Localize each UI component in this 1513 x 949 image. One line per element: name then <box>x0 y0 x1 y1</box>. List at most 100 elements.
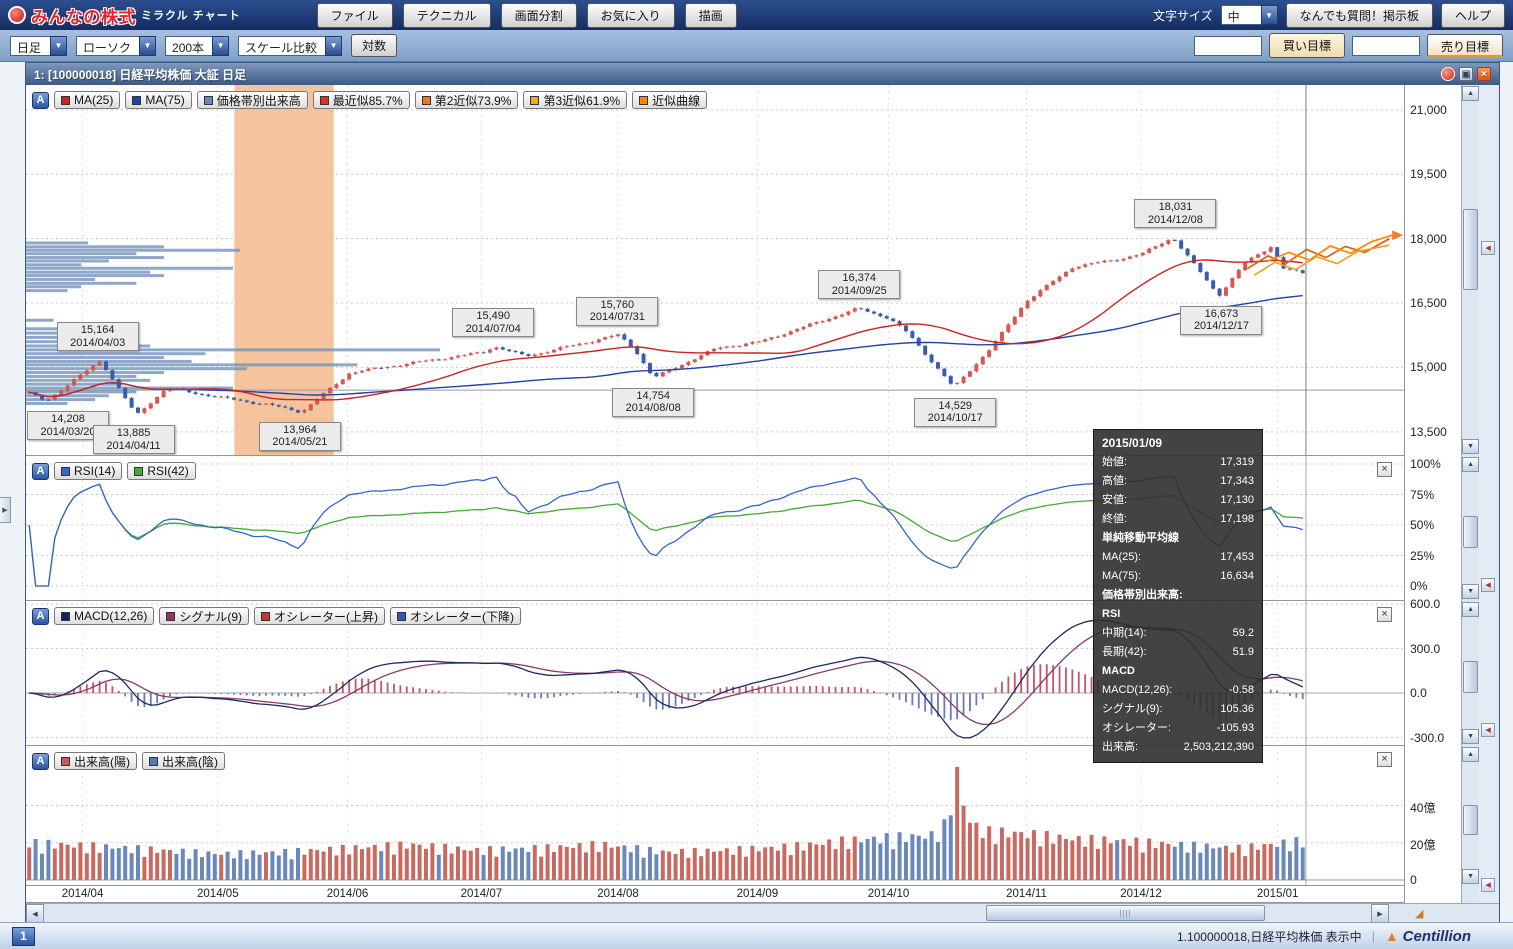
scroll-down-button[interactable]: ▼ <box>1462 869 1480 884</box>
legend-chip[interactable]: 価格帯別出来高 <box>196 91 308 109</box>
sidebar-expand-handle[interactable]: ▶ <box>0 497 11 523</box>
legend-chip[interactable]: 第3近似61.9% <box>523 91 628 109</box>
menu-split-button[interactable]: 画面分割 <box>500 2 577 28</box>
dropdown-arrow-icon[interactable]: ▼ <box>139 35 157 56</box>
scroll-up-button[interactable]: ▲ <box>1462 747 1480 762</box>
bar-count-dropdown[interactable]: 200本 ▼ <box>165 35 230 56</box>
scroll-up-button[interactable]: ▲ <box>1462 602 1480 617</box>
hscroll-track[interactable]: |||| <box>44 904 1371 923</box>
chart-style-icon[interactable] <box>1441 67 1455 81</box>
scroll-right-button[interactable]: ▶ <box>1371 904 1389 923</box>
sell-target-button[interactable]: 売り目標 <box>1426 33 1503 58</box>
close-icon[interactable]: × <box>1477 67 1491 81</box>
price-annotation: 15,164 2014/04/03 <box>56 322 139 352</box>
dropdown-arrow-icon[interactable]: ▼ <box>50 35 67 56</box>
dropdown-arrow-icon[interactable]: ▼ <box>1260 5 1278 25</box>
font-size-dropdown[interactable]: 中 ▼ <box>1220 5 1278 25</box>
annotation-price: 16,374 <box>842 272 877 285</box>
price-annotation: 14,529 2014/10/17 <box>914 397 997 427</box>
menu-technical-button[interactable]: テクニカル <box>402 2 491 28</box>
indicator-settings-button[interactable]: A <box>32 752 49 770</box>
tooltip-value: 59.2 <box>1232 627 1254 639</box>
rsi-chart-svg[interactable] <box>26 456 1405 600</box>
panel-collapse-icon[interactable]: ◀ <box>1481 241 1496 255</box>
y-axis-tick: 40億 <box>1410 800 1436 815</box>
help-button[interactable]: ヘルプ <box>1440 2 1505 28</box>
legend-chip[interactable]: MACD(12,26) <box>54 607 155 625</box>
scroll-up-button[interactable]: ▲ <box>1462 86 1480 101</box>
grip-icon: |||| <box>1119 908 1132 918</box>
log-scale-button[interactable]: 対数 <box>351 34 398 57</box>
scroll-down-button[interactable]: ▼ <box>1462 584 1480 599</box>
legend-label: オシレーター(上昇) <box>274 609 379 624</box>
scroll-thumb[interactable] <box>1463 208 1479 290</box>
panel-collapse-strip[interactable]: ◀ ◀ ◀ ◀ <box>1479 85 1499 903</box>
indicator-settings-button[interactable]: A <box>32 462 49 480</box>
close-panel-button[interactable]: × <box>1377 607 1393 622</box>
legend-chip[interactable]: 出来高(陰) <box>142 752 225 770</box>
period-dropdown[interactable]: 日足 ▼ <box>10 35 67 56</box>
legend-chip[interactable]: RSI(42) <box>127 462 196 480</box>
indicator-settings-button[interactable]: A <box>32 607 49 625</box>
qa-board-button[interactable]: なんでも質問！掲示板 <box>1285 2 1433 28</box>
chart-window-titlebar[interactable]: 1: [100000018] 日経平均株価 大証 日足 ▣ × <box>26 63 1499 85</box>
menu-draw-button[interactable]: 描画 <box>684 2 737 28</box>
close-panel-button[interactable]: × <box>1377 462 1393 477</box>
legend-chip[interactable]: 近似曲線 <box>632 91 708 109</box>
scroll-left-button[interactable]: ◀ <box>26 904 44 923</box>
x-axis-label: 2014/12 <box>1120 888 1162 900</box>
legend-chip[interactable]: MA(25) <box>54 91 121 109</box>
dropdown-value: スケール比較 <box>238 35 326 56</box>
scroll-down-button[interactable]: ▼ <box>1462 439 1480 454</box>
hscroll-thumb[interactable]: |||| <box>986 905 1265 921</box>
scroll-thumb[interactable] <box>1463 804 1479 836</box>
legend-chip[interactable]: 最近似85.7% <box>312 91 410 109</box>
menu-file-button[interactable]: ファイル <box>316 2 393 28</box>
tooltip-value: 16,634 <box>1220 570 1254 582</box>
annotation-price: 14,208 <box>51 413 85 426</box>
scroll-down-button[interactable]: ▼ <box>1462 729 1480 744</box>
legend-label: 第3近似61.9% <box>543 93 621 108</box>
x-axis-label: 2014/07 <box>460 888 503 900</box>
panel-collapse-icon[interactable]: ◀ <box>1481 578 1496 592</box>
panel-collapse-icon[interactable]: ◀ <box>1481 723 1496 737</box>
volume-panel[interactable]: A 出来高(陽) 出来高(陰) × <box>26 746 1405 886</box>
resize-icon[interactable]: ◢ <box>1415 908 1424 920</box>
y-axis-tick: 18,000 <box>1410 231 1447 246</box>
legend-chip[interactable]: シグナル(9) <box>159 607 250 625</box>
annotation-price: 15,164 <box>80 324 115 337</box>
close-panel-button[interactable]: × <box>1377 752 1393 767</box>
volume-chart-svg[interactable] <box>26 746 1405 885</box>
legend-chip[interactable]: オシレーター(下降) <box>390 607 522 625</box>
sell-target-input[interactable] <box>1351 35 1420 56</box>
buy-target-button[interactable]: 買い目標 <box>1268 33 1345 58</box>
tooltip-value: 17,198 <box>1220 513 1254 525</box>
legend-chip[interactable]: MA(75) <box>125 91 192 109</box>
titlebar-icons: ▣ × <box>1441 67 1491 81</box>
scroll-thumb[interactable] <box>1463 516 1479 548</box>
vertical-scrollbars[interactable]: ▲ ▼ ▲ ▼ ▲ ▼ ▲ ▼ <box>1461 85 1480 903</box>
maximize-icon[interactable]: ▣ <box>1459 67 1473 81</box>
chart-type-dropdown[interactable]: ローソク ▼ <box>76 35 157 56</box>
price-annotation: 13,885 2014/04/11 <box>92 425 175 455</box>
scale-compare-dropdown[interactable]: スケール比較 ▼ <box>238 35 343 56</box>
y-axis-tick: 600.0 <box>1410 596 1441 611</box>
scroll-up-button[interactable]: ▲ <box>1462 457 1480 472</box>
legend-chip[interactable]: オシレーター(上昇) <box>254 607 386 625</box>
menu-favorites-button[interactable]: お気に入り <box>586 2 675 28</box>
indicator-settings-button[interactable]: A <box>32 91 49 109</box>
legend-color-swatch <box>61 95 70 105</box>
panel-collapse-icon[interactable]: ◀ <box>1481 878 1496 892</box>
legend-chip[interactable]: 第2近似73.9% <box>414 91 519 109</box>
chart-tab-1[interactable]: 1 <box>12 926 35 946</box>
app-logo[interactable]: みんなの株式 ミラクル チャート <box>8 3 241 28</box>
legend-chip[interactable]: RSI(14) <box>54 462 123 480</box>
legend-chip[interactable]: 出来高(陽) <box>54 752 137 770</box>
horizontal-scrollbar[interactable]: ◀ |||| ▶ ◢ <box>26 903 1499 923</box>
dropdown-arrow-icon[interactable]: ▼ <box>325 35 343 56</box>
scroll-thumb[interactable] <box>1463 661 1479 693</box>
buy-target-input[interactable] <box>1193 35 1262 56</box>
main-price-panel[interactable]: A MA(25) MA(75) 価格帯別出来高 最近似85.7% 第2近似73.9% 第3… <box>26 85 1405 456</box>
dropdown-arrow-icon[interactable]: ▼ <box>212 35 230 56</box>
main-chart-svg[interactable] <box>26 85 1405 455</box>
